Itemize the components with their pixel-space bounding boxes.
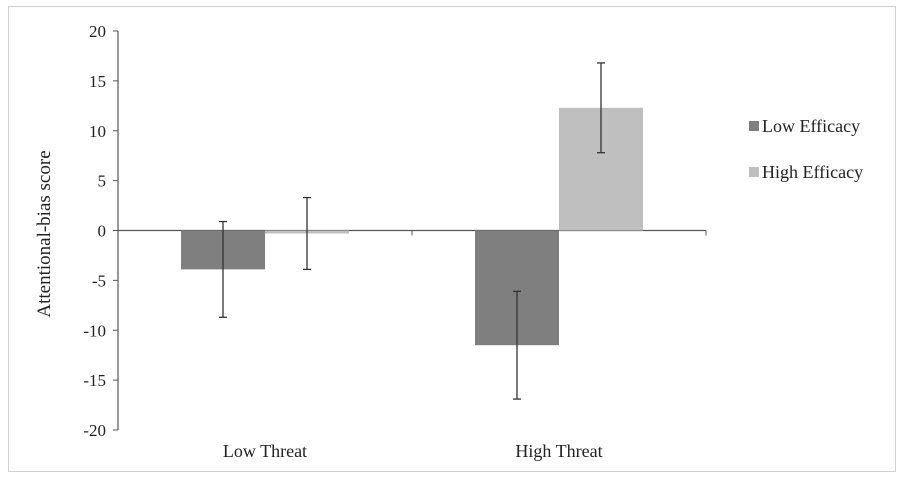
legend-label: Low Efficacy bbox=[762, 116, 860, 136]
y-tick-label: 10 bbox=[89, 122, 106, 141]
y-axis-label: Attentional-bias score bbox=[34, 150, 55, 317]
legend-swatch bbox=[749, 121, 759, 131]
legend-swatch bbox=[749, 167, 759, 177]
y-tick-label: 20 bbox=[89, 22, 106, 41]
legend-label: High Efficacy bbox=[762, 162, 863, 182]
chart-bars bbox=[181, 107, 643, 346]
x-category-label: Low Threat bbox=[223, 441, 307, 461]
y-tick-label: -20 bbox=[83, 421, 106, 440]
y-tick-label: -10 bbox=[83, 321, 106, 340]
chart-error-bars bbox=[219, 62, 605, 400]
y-tick-label: 0 bbox=[98, 222, 107, 241]
y-tick-label: 5 bbox=[98, 172, 107, 191]
chart-legend: Low Efficacy High Efficacy bbox=[749, 116, 863, 182]
y-tick-label: -5 bbox=[92, 271, 106, 290]
y-tick-label: -15 bbox=[83, 371, 106, 390]
chart-tick-labels: 20 15 10 5 0 -5 -10 -15 -20 Low Threat High Threat bbox=[83, 22, 602, 461]
x-category-label: High Threat bbox=[515, 441, 602, 461]
y-tick-label: 15 bbox=[89, 72, 106, 91]
chart-frame bbox=[8, 6, 896, 472]
